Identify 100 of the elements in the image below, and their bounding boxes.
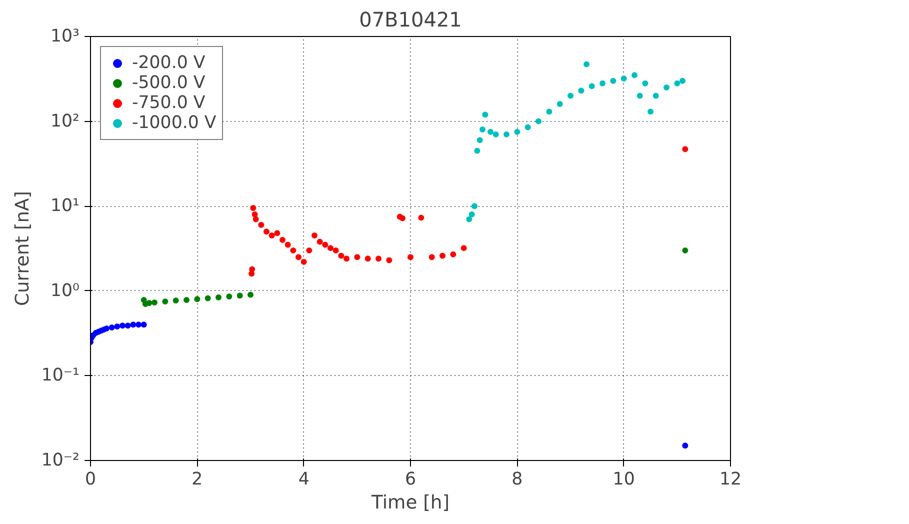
x-tick-label: 10	[612, 470, 635, 490]
point	[249, 266, 256, 272]
point	[408, 254, 414, 260]
point	[120, 322, 126, 329]
point	[400, 215, 406, 222]
point	[610, 78, 616, 84]
point	[386, 257, 392, 264]
point	[316, 238, 323, 245]
point	[600, 80, 606, 86]
x-tick-label: 4	[298, 470, 310, 490]
point	[268, 232, 275, 239]
y-tick-label: 10⁰	[50, 280, 80, 301]
point	[252, 216, 259, 222]
point	[492, 131, 499, 138]
point	[636, 92, 643, 99]
point	[184, 297, 190, 304]
point	[514, 128, 520, 135]
point	[674, 80, 680, 86]
point	[284, 242, 291, 248]
point	[482, 112, 488, 118]
point	[632, 72, 638, 78]
point	[290, 247, 296, 254]
x-tick-label: 6	[404, 470, 416, 490]
point	[376, 256, 382, 262]
point	[468, 211, 475, 218]
point	[682, 146, 688, 152]
point	[108, 324, 115, 331]
point	[216, 294, 222, 300]
point	[280, 236, 286, 243]
legend-label: -200.0 V	[132, 53, 206, 73]
point	[306, 247, 312, 254]
point	[114, 324, 120, 330]
point	[146, 300, 152, 306]
point	[136, 322, 142, 328]
x-axis-title: Time [h]	[370, 492, 450, 514]
point	[578, 88, 584, 94]
point	[642, 80, 648, 86]
point	[172, 298, 179, 304]
point	[364, 256, 371, 262]
point	[124, 322, 131, 329]
point	[354, 254, 360, 260]
point	[236, 292, 243, 299]
point	[450, 251, 456, 258]
point	[264, 228, 270, 235]
point	[300, 258, 307, 265]
point	[140, 322, 147, 328]
y-axis-title: Current [nA]	[12, 190, 34, 306]
point	[312, 232, 318, 239]
point	[194, 296, 200, 302]
point	[226, 293, 232, 300]
legend-label: -500.0 V	[132, 73, 206, 93]
point	[204, 295, 211, 302]
y-tick-label: 10⁻¹	[41, 366, 80, 386]
y-tick-label: 10¹	[50, 196, 80, 216]
point	[472, 203, 478, 210]
point	[648, 108, 654, 115]
point	[504, 131, 510, 138]
legend-label: -750.0 V	[132, 93, 206, 113]
point	[162, 298, 168, 304]
point	[556, 100, 563, 107]
point	[428, 254, 435, 260]
legend-label: -1000.0 V	[132, 113, 216, 133]
point	[680, 78, 686, 84]
point	[568, 92, 574, 99]
point	[130, 322, 136, 328]
point	[682, 247, 688, 254]
point	[328, 245, 334, 252]
point	[258, 222, 264, 228]
point	[652, 92, 659, 99]
point	[664, 84, 670, 91]
point	[274, 230, 280, 236]
point	[474, 148, 480, 154]
point	[104, 326, 110, 332]
y-tick-label: 10²	[50, 111, 80, 132]
chart-title: 07B10421	[359, 8, 462, 32]
x-tick-label: 8	[512, 470, 523, 490]
point	[252, 211, 258, 218]
point	[344, 256, 350, 262]
point	[466, 216, 472, 222]
x-tick-label: 0	[84, 470, 96, 490]
point	[332, 247, 339, 254]
point	[418, 214, 424, 221]
x-tick-label: 2	[192, 470, 203, 490]
point	[440, 252, 446, 259]
y-tick-label: 10³	[50, 26, 80, 46]
point	[322, 242, 328, 248]
point	[536, 118, 542, 124]
point	[480, 126, 486, 133]
point	[296, 254, 302, 260]
point	[248, 292, 254, 298]
point	[250, 204, 256, 211]
point	[682, 442, 688, 449]
point	[476, 137, 483, 144]
y-tick-label: 10⁻²	[41, 450, 80, 470]
point	[338, 252, 344, 259]
point	[588, 83, 595, 90]
x-tick-label: 12	[719, 470, 742, 490]
point	[546, 108, 552, 115]
point	[488, 128, 494, 135]
point	[460, 245, 467, 252]
